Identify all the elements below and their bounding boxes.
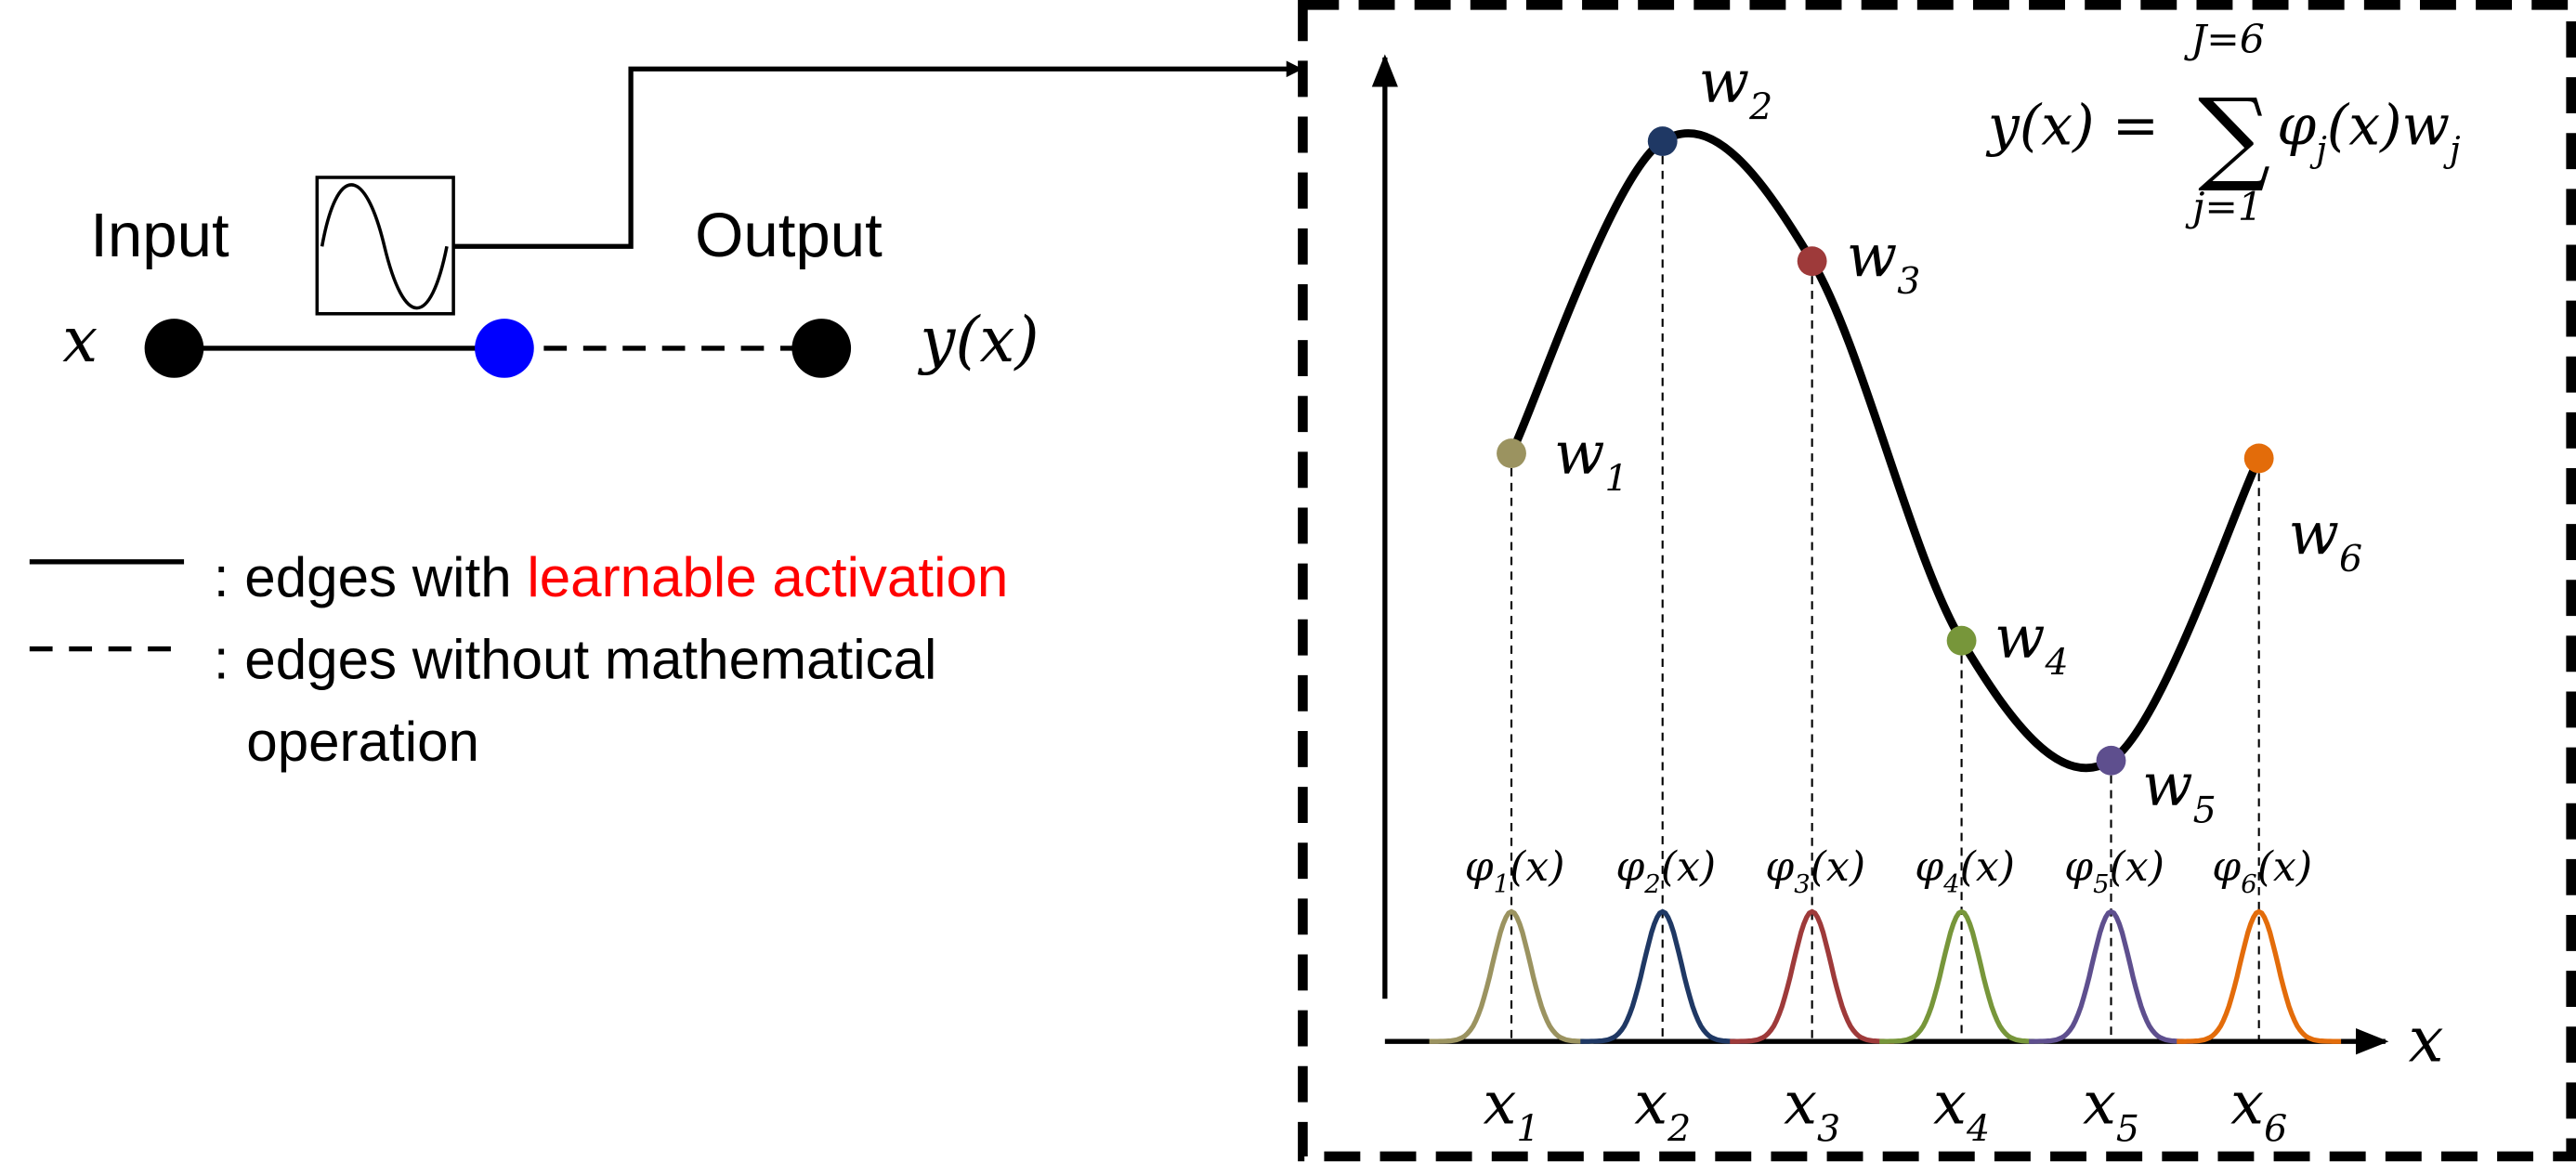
math-part: φ [1615,843,1644,891]
math-part: y(x) = [1985,94,2159,159]
math-part: (x) [2110,843,2164,891]
control-point [2243,443,2274,474]
math-part: (x) [1960,843,2015,891]
subscript: 1 [1604,457,1628,500]
basis-curve [1429,908,1594,1044]
math-part: φ [1915,843,1943,891]
basis-curve [2029,908,2193,1044]
subscript: 6 [2339,538,2362,581]
weight-label: w5 [2142,751,2216,832]
subscript: 4 [1942,870,1959,899]
legend-highlight: learnable activation [527,546,1008,608]
legend-solid-text: : edges with learnable activation [214,546,1008,608]
math-part: (x) [1661,843,1716,891]
subscript: 1 [1494,870,1510,899]
center-label: x4 [1933,1070,1990,1151]
basis-label: φ1(x) [1465,843,1565,899]
subscript: 2 [1748,86,1772,129]
math-part: (x) [1510,843,1564,891]
center-label: x2 [1634,1070,1691,1151]
basis-label: φ4(x) [1915,843,2015,899]
subscript: 3 [1897,260,1920,303]
math-part: (x) [1811,843,1865,891]
subscript: 4 [1966,1108,1990,1151]
control-point [1497,438,1526,469]
center-label: x3 [1784,1070,1840,1151]
math-part: x [2230,1070,2264,1139]
control-point [1647,126,1678,157]
legend-dashed-text: operation [246,711,479,773]
math-part: φ [2277,94,2316,159]
control-point [1946,625,1977,656]
sum-lower: j=1 [2185,185,2263,230]
math-part: w [2142,751,2193,820]
legend-prefix: : edges with [214,546,527,608]
output-label: Output [695,201,883,270]
basis-curve [1879,908,2045,1044]
center-label: x5 [2083,1070,2139,1151]
basis-curve [1580,908,1746,1044]
math-part: w [1699,48,1750,117]
math-part: w [2289,500,2340,568]
sum-operator: ∑ [2198,76,2270,195]
control-point [1797,246,1827,277]
subscript: 5 [2093,870,2109,899]
math-part: φ [1765,843,1794,891]
center-label: x6 [2230,1070,2287,1151]
math-part: x [1784,1070,1817,1139]
math-part: x [1933,1070,1967,1139]
math-part: w [1994,603,2046,672]
center-label: x1 [1483,1070,1539,1151]
subscript: 5 [2193,790,2216,832]
subscript: 6 [2241,870,2256,899]
math-part: w [2402,94,2450,159]
output-symbol: y(x) [917,304,1039,376]
weight-label: w4 [1994,603,2069,684]
formula-rhs: φj(x)wj [2277,94,2460,170]
legend-dashed-text: : edges without mathematical [214,628,937,690]
basis-curve [2177,908,2342,1044]
subscript: 6 [2264,1108,2287,1151]
subscript: 2 [1643,870,1660,899]
math-part: x [1634,1070,1667,1139]
formula-lhs: y(x) = [1985,94,2159,159]
basis-label: φ5(x) [2064,843,2164,899]
sum-upper: J=6 [2183,18,2265,63]
control-point [2096,745,2126,776]
axis-label: x [2409,1003,2444,1076]
zoom-panel [1298,0,2576,1162]
math-part: w [1554,419,1605,488]
math-part: (x) [2327,94,2402,159]
basis-label: φ3(x) [1765,843,1865,899]
input-node [144,319,204,378]
weight-label: w6 [2289,500,2363,581]
zoom-arrow [453,60,1303,249]
input-symbol: x [62,304,98,376]
basis-curve [1730,908,1895,1044]
subscript: 3 [1794,870,1810,899]
subscript: 4 [2044,641,2068,684]
math-part: φ [2212,843,2241,891]
subscript: 2 [1667,1108,1691,1151]
subscript: 1 [1516,1108,1539,1151]
basis-label: φ6(x) [2212,843,2312,899]
basis-label: φ2(x) [1615,843,1716,899]
output-node [791,319,852,378]
hidden-node [475,319,534,378]
subscript: 3 [1817,1108,1840,1151]
weight-label: w1 [1554,419,1628,500]
math-part: φ [1465,843,1494,891]
math-part: (x) [2257,843,2312,891]
math-part: x [2083,1070,2116,1139]
weight-label: w3 [1847,222,1921,303]
weight-label: w2 [1699,48,1773,129]
input-label: Input [90,201,229,270]
math-part: φ [2064,843,2093,891]
activation-icon [320,183,449,310]
math-part: w [1847,222,1898,291]
spline-curve [1508,129,2263,773]
subscript: 5 [2116,1108,2139,1151]
math-part: x [1483,1070,1516,1139]
